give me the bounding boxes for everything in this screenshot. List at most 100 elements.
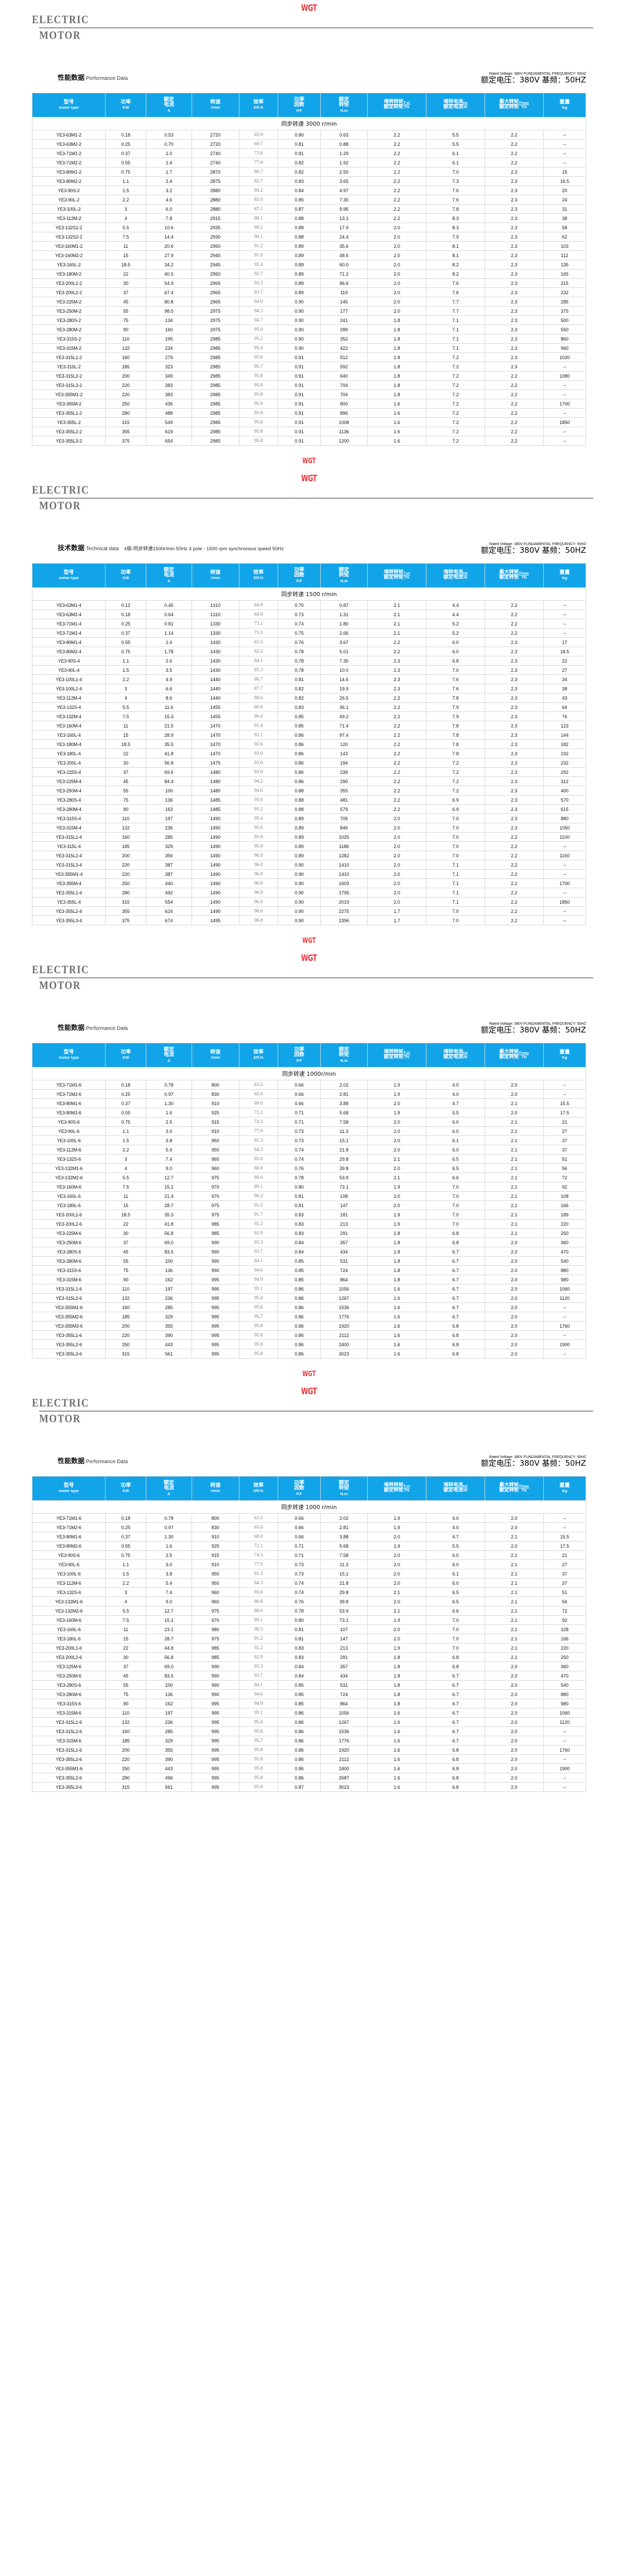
cell-motor-type: YE3-355L1-4 [31,888,106,897]
table-row: YE3-71M2-4 0.37 1.14 1330 75.5 0.75 2.66 2.1 5.2… [31,628,587,638]
col-header-motor-type-en: motor type [59,105,79,110]
table-row: YE3-355L2-6 250 443 995 95.8 0.86 2400 1.6 6.8 2.… [31,1340,587,1349]
cell-power-kw: 0.55 [105,1541,147,1551]
cell-speed-rpm: 960 [191,1587,239,1597]
cell-power-kw: 0.55 [105,637,147,647]
cell-efficiency: 95.2 [238,334,279,344]
cell-rated-torque: 290 [320,776,368,786]
cell-tmax-ratio: 2.3 [484,693,544,703]
table-row: YE3-315S-2 110 195 2985 95.2 0.90 352 1.8 7.1 2.3… [31,334,587,344]
cell-tst-ratio: 2.0 [367,1117,427,1127]
table-row: YE3-280S-6 45 83.5 990 93.7 0.84 434 1.8 6.7 2.0 4… [31,1247,587,1257]
cell-ist-ratio: 6.7 [426,1671,485,1681]
cell-speed-rpm: 1480 [191,786,239,795]
cell-efficiency: 69.7 [238,139,279,149]
cell-rated-current: 1.78 [146,647,192,656]
cell-motor-type: YE3-200L1-6 [31,1210,106,1219]
col-header-weight: 重量 Kg [543,563,587,588]
cell-ist-ratio: 7.0 [426,1182,485,1192]
table-row: YE3-355L2-6 280 496 995 95.8 0.86 2687 1.6 6.8 2.… [31,1773,587,1783]
cell-motor-type: YE3-315S-6 [31,1265,106,1275]
cell-rated-torque: 17.9 [320,223,368,232]
cell-motor-type: YE3-160L-4 [31,730,106,740]
cell-weight-kg: 285 [543,297,587,307]
cell-weight-kg: -- [543,427,587,436]
cell-power-factor: 0.89 [278,241,321,251]
cell-rated-torque: 846 [320,823,368,833]
col-header-power-factor-cn: 功率 因数 [294,96,304,108]
cell-rated-current: 4.9 [146,674,192,684]
cell-rated-current: 1.0 [146,148,192,158]
cell-efficiency: 95.1 [238,1284,279,1294]
cell-speed-rpm: 1475 [191,758,239,768]
cell-speed-rpm: 1490 [191,851,239,860]
cell-power-kw: 280 [105,408,147,418]
cell-speed-rpm: 970 [191,1191,239,1201]
cell-rated-current: 554 [146,897,192,907]
cell-tst-ratio: 1.8 [367,325,427,334]
table-row: YE3-355L1-2 280 488 2985 95.8 0.91 896 1.6 7.2 2.… [31,408,587,418]
cell-weight-kg: -- [543,869,587,879]
cell-rated-current: 84.4 [146,776,192,786]
table-row: YE3-90L-2 2.2 4.6 2880 85.9 0.85 7.30 2.2 7.6 2.3… [31,195,587,205]
cell-power-factor: 0.86 [278,1717,321,1727]
cell-ist-ratio: 7.0 [426,1219,485,1229]
cell-rated-current: 10.6 [146,223,192,232]
section-title: 性能数据 Performance Data [58,72,128,82]
cell-ist-ratio: 6.6 [426,1173,485,1182]
cell-rated-torque: 481 [320,795,368,805]
cell-rated-torque: 7.30 [320,195,368,205]
cell-rated-current: 436 [146,399,192,409]
cell-power-factor: 0.86 [278,767,321,777]
cell-motor-type: YE3-71M2-6 [31,1089,106,1099]
col-header-locked-rotor-torque-ratio-en-numerator: T.st [403,570,410,576]
cell-rated-torque: 422 [320,343,368,353]
col-header-locked-rotor-current-ratio-en-numerator: Ist [463,570,468,576]
cell-tst-ratio: 2.1 [367,1587,427,1597]
cell-weight-kg: -- [543,158,587,167]
cell-power-factor: 0.89 [278,260,321,269]
cell-speed-rpm: 2875 [191,176,239,186]
section-header: 性能数据 Performance Data Rated Voltage: 380V … [32,61,586,84]
cell-tst-ratio: 2.2 [367,176,427,186]
cell-tst-ratio: 2.1 [367,619,427,629]
cell-efficiency: 94.6 [238,1265,279,1275]
cell-tst-ratio: 2.0 [367,1550,427,1560]
wordmark-line-electric: ELECTRIC [32,1397,90,1410]
cell-ist-ratio: 7.1 [426,888,485,897]
cell-motor-type: YE3-280M-6 [31,1256,106,1266]
cell-tmax-ratio: 2.0 [484,1541,544,1551]
cell-speed-rpm: 915 [191,1117,239,1127]
cell-weight-kg: 220 [543,1219,587,1229]
cell-weight-kg: 375 [543,306,587,316]
cell-speed-rpm: 1495 [191,916,239,925]
cell-weight-kg: 64 [543,702,587,712]
table-row: YE3-71M1-6 0.18 0.78 800 63.5 0.66 2.02 1.9 4.0 2… [31,1513,587,1523]
col-header-locked-rotor-torque-ratio-cn-numerator: 堵转转矩 [384,1048,404,1055]
cell-efficiency: 95.8 [238,1745,279,1755]
cell-power-factor: 0.73 [278,1569,321,1579]
cell-motor-type: YE3-100L1-4 [31,674,106,684]
cell-tst-ratio: 1.9 [367,1182,427,1192]
col-header-power-factor-en: P.F [296,1058,302,1063]
cell-rated-current: 21.5 [146,721,192,731]
col-header-efficiency: 效率 Eff.% [238,1476,279,1501]
cell-speed-rpm: 990 [191,1680,239,1690]
cell-rated-current: 279 [146,352,192,362]
cell-power-kw: 75 [105,315,147,325]
cell-efficiency: 95.2 [238,804,279,814]
cell-power-kw: 15 [105,730,147,740]
cell-tmax-ratio: 2.2 [484,906,544,916]
cell-tst-ratio: 2.0 [367,1578,427,1588]
cell-tmax-ratio: 2.1 [484,1643,544,1653]
cell-motor-type: YE3-160M1-2 [31,241,106,251]
cell-tmax-ratio: 2.2 [484,916,544,925]
cell-tmax-ratio: 2.0 [484,1699,544,1708]
cell-rated-current: 21.4 [146,1191,192,1201]
table-row: YE3-315L-4 185 329 1490 95.9 0.89 1186 2.0 7.0 2.… [31,841,587,851]
cell-rated-current: 56.8 [146,758,192,768]
cell-ist-ratio: 7.2 [426,427,485,436]
cell-tst-ratio: 2.2 [367,730,427,740]
col-header-locked-rotor-torque-ratio-en-denominator: TN [404,105,409,110]
cell-speed-rpm: 975 [191,1634,239,1643]
